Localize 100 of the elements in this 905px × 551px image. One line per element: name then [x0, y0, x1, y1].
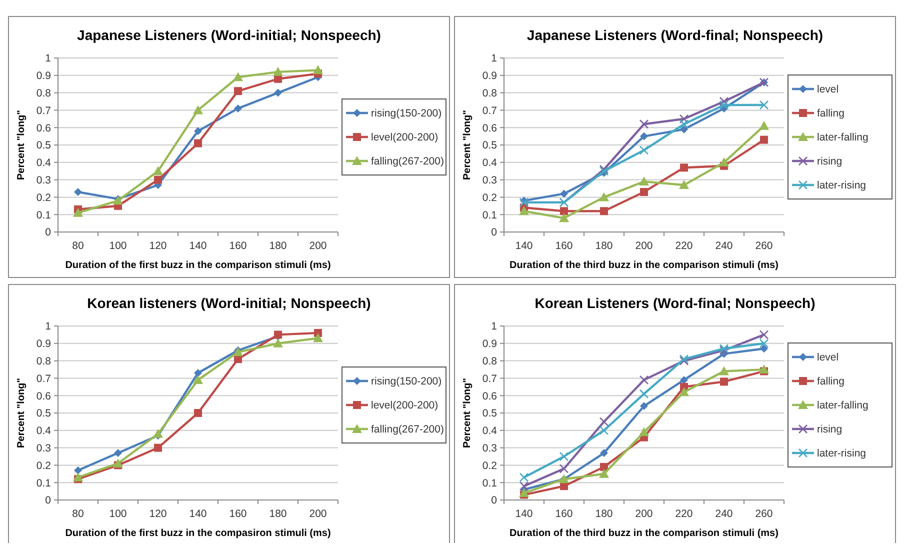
- legend-label: level(200-200): [371, 132, 438, 144]
- y-tick-label: 0: [45, 226, 52, 239]
- legend-label: level: [817, 84, 839, 96]
- legend-label: rising: [817, 424, 842, 436]
- y-tick-label: 0.5: [36, 408, 52, 420]
- y-tick-label: 0.2: [36, 460, 52, 472]
- y-tick-label: 0.8: [36, 355, 52, 368]
- legend-label: later-falling: [817, 400, 869, 412]
- x-tick-label: 200: [309, 508, 327, 520]
- x-tick-label: 260: [755, 240, 773, 252]
- y-tick-label: 0.2: [482, 192, 498, 204]
- y-tick-label: 0.1: [36, 209, 52, 222]
- y-tick-label: 1: [45, 320, 52, 333]
- y-tick-label: 0.1: [36, 477, 52, 490]
- y-tick-label: 1: [491, 52, 498, 65]
- y-tick-label: 1: [491, 320, 498, 333]
- x-tick-label: 140: [189, 240, 207, 252]
- y-tick-label: 0.2: [36, 192, 52, 204]
- x-tick-label: 180: [595, 508, 613, 520]
- y-tick-label: 0.2: [482, 460, 498, 472]
- x-tick-label: 160: [555, 240, 573, 252]
- x-tick-label: 200: [635, 508, 653, 520]
- y-tick-label: 0.6: [482, 122, 498, 134]
- y-tick-label: 0: [491, 226, 498, 239]
- y-tick-label: 0.9: [482, 338, 498, 350]
- y-tick-label: 0.4: [482, 425, 498, 438]
- chart-title: Japanese Listeners (Word-final; Nonspeech): [526, 27, 824, 43]
- x-tick-label: 180: [269, 508, 287, 520]
- y-tick-label: 0.3: [482, 174, 498, 186]
- y-tick-label: 0.8: [482, 87, 498, 100]
- chart-title: Korean listeners (Word-initial; Nonspeech): [87, 295, 371, 311]
- y-tick-label: 0.9: [36, 70, 52, 82]
- y-tick-label: 0.4: [482, 157, 498, 170]
- y-tick-label: 0.5: [482, 408, 498, 420]
- x-tick-label: 80: [72, 240, 84, 252]
- x-axis-title: Duration of the first buzz in the compasiron stimuli (ms): [65, 528, 331, 539]
- y-tick-label: 0.9: [36, 338, 52, 350]
- x-tick-label: 240: [715, 240, 733, 252]
- y-tick-label: 0.9: [482, 70, 498, 82]
- legend-label: falling(267-200): [371, 424, 444, 436]
- x-tick-label: 200: [635, 240, 653, 252]
- x-tick-label: 240: [715, 508, 733, 520]
- y-tick-label: 0.6: [482, 390, 498, 402]
- legend-label: later-rising: [817, 180, 866, 192]
- chart-title: Korean Listeners (Word-final; Nonspeech): [534, 295, 816, 311]
- y-tick-label: 0: [45, 494, 52, 507]
- y-tick-label: 0.4: [36, 425, 52, 438]
- y-tick-label: 0: [491, 494, 498, 507]
- y-tick-label: 0.7: [36, 104, 52, 117]
- y-tick-label: 0.5: [482, 140, 498, 152]
- x-tick-label: 180: [269, 240, 287, 252]
- legend-label: level(200-200): [371, 400, 438, 412]
- legend-label: falling: [817, 108, 845, 120]
- x-axis-title: Duration of the third buzz in the comparison stimuli (ms): [510, 528, 778, 539]
- legend-label: rising: [817, 156, 842, 168]
- x-axis-title: Duration of the third buzz in the comparison stimuli (ms): [510, 260, 778, 271]
- y-tick-label: 0.6: [36, 390, 52, 402]
- x-tick-label: 100: [109, 508, 127, 520]
- y-tick-label: 0.8: [482, 355, 498, 368]
- chart-title: Japanese Listeners (Word-initial; Nonspeech): [77, 27, 381, 43]
- legend-label: later-rising: [817, 448, 866, 460]
- x-tick-label: 140: [189, 508, 207, 520]
- legend-label: later-falling: [817, 132, 869, 144]
- y-tick-label: 0.3: [36, 442, 52, 454]
- x-tick-label: 200: [309, 240, 327, 252]
- x-tick-label: 260: [755, 508, 773, 520]
- legend-label: falling: [817, 376, 845, 388]
- y-axis-title: Percent "long": [16, 110, 27, 180]
- legend-label: rising(150-200): [371, 376, 442, 388]
- legend-label: falling(267-200): [371, 156, 444, 168]
- y-tick-label: 0.1: [482, 477, 498, 490]
- x-tick-label: 140: [515, 240, 533, 252]
- y-tick-label: 0.6: [36, 122, 52, 134]
- legend-label: level: [817, 352, 839, 364]
- x-tick-label: 160: [555, 508, 573, 520]
- legend-label: rising(150-200): [371, 108, 442, 120]
- y-axis-title: Percent "long": [462, 110, 473, 180]
- x-tick-label: 160: [229, 508, 247, 520]
- y-tick-label: 0.3: [36, 174, 52, 186]
- y-tick-label: 0.4: [36, 157, 52, 170]
- x-tick-label: 120: [149, 240, 167, 252]
- y-axis-title: Percent "long": [462, 378, 473, 448]
- y-tick-label: 0.3: [482, 442, 498, 454]
- y-tick-label: 0.7: [482, 104, 498, 117]
- x-tick-label: 220: [675, 240, 693, 252]
- y-tick-label: 0.8: [36, 87, 52, 100]
- y-tick-label: 0.7: [482, 372, 498, 385]
- x-axis-title: Duration of the first buzz in the comparison stimuli (ms): [65, 260, 331, 271]
- x-tick-label: 180: [595, 240, 613, 252]
- y-tick-label: 0.5: [36, 140, 52, 152]
- y-tick-label: 0.1: [482, 209, 498, 222]
- x-tick-label: 160: [229, 240, 247, 252]
- x-tick-label: 140: [515, 508, 533, 520]
- x-tick-label: 80: [72, 508, 84, 520]
- x-tick-label: 220: [675, 508, 693, 520]
- x-tick-label: 100: [109, 240, 127, 252]
- y-axis-title: Percent "long": [16, 378, 27, 448]
- y-tick-label: 0.7: [36, 372, 52, 385]
- x-tick-label: 120: [149, 508, 167, 520]
- y-tick-label: 1: [45, 52, 52, 65]
